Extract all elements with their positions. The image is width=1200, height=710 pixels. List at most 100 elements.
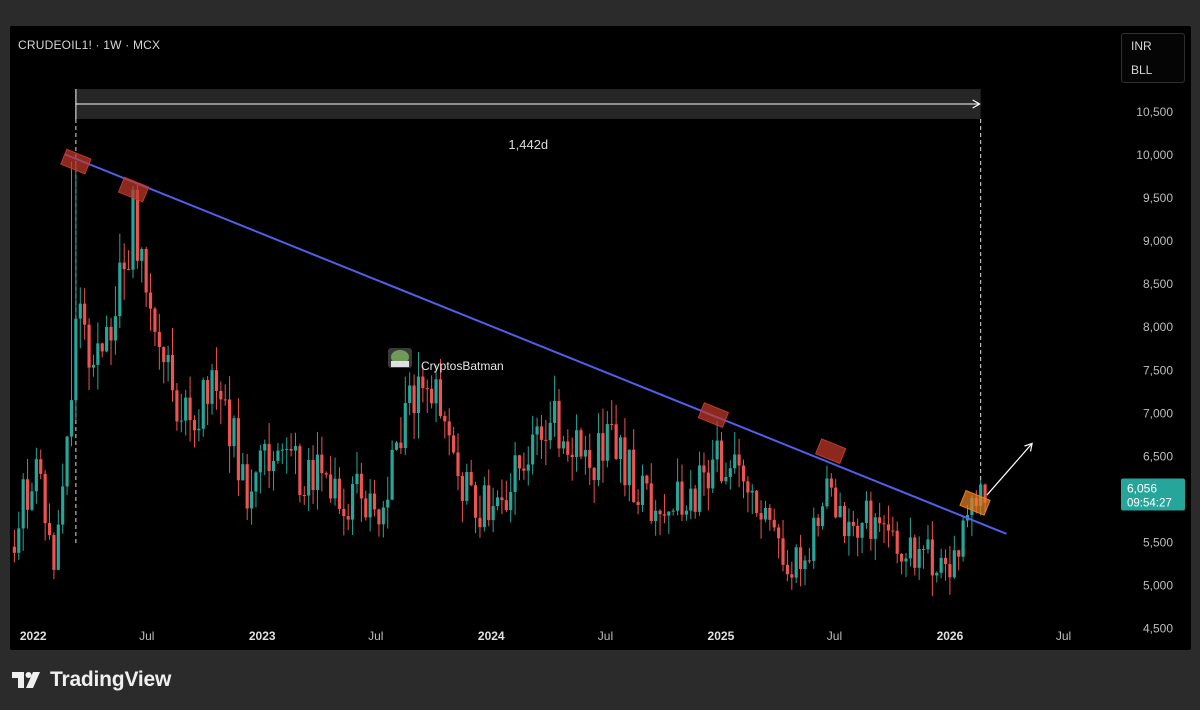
candle[interactable] bbox=[961, 516, 965, 562]
candle[interactable] bbox=[825, 465, 829, 509]
candle[interactable] bbox=[263, 439, 267, 475]
candle[interactable] bbox=[236, 398, 240, 497]
candle[interactable] bbox=[522, 452, 526, 480]
candle[interactable] bbox=[430, 375, 434, 409]
resistance-touch-marker[interactable] bbox=[815, 438, 847, 465]
candle[interactable] bbox=[56, 509, 60, 571]
candle[interactable] bbox=[596, 413, 601, 487]
candle[interactable] bbox=[52, 532, 56, 580]
candle[interactable] bbox=[891, 516, 895, 537]
candle[interactable] bbox=[904, 553, 908, 577]
candle[interactable] bbox=[434, 365, 438, 423]
candle[interactable] bbox=[737, 438, 741, 488]
candle[interactable] bbox=[640, 464, 645, 512]
candle[interactable] bbox=[390, 440, 394, 501]
candle[interactable] bbox=[346, 503, 350, 531]
candle[interactable] bbox=[285, 437, 289, 474]
candle[interactable] bbox=[829, 473, 833, 497]
candle[interactable] bbox=[87, 318, 91, 391]
candle[interactable] bbox=[460, 472, 464, 523]
candle[interactable] bbox=[298, 443, 302, 503]
candle[interactable] bbox=[39, 449, 43, 480]
candle[interactable] bbox=[548, 401, 552, 449]
candle[interactable] bbox=[746, 476, 750, 513]
candle[interactable] bbox=[869, 491, 873, 551]
candle[interactable] bbox=[768, 504, 772, 531]
candle[interactable] bbox=[364, 490, 368, 521]
candle[interactable] bbox=[47, 503, 52, 540]
candle[interactable] bbox=[21, 473, 25, 551]
candle[interactable] bbox=[386, 476, 390, 529]
candle[interactable] bbox=[219, 381, 223, 425]
candle[interactable] bbox=[504, 480, 508, 513]
breakout-arrow[interactable] bbox=[986, 442, 1033, 496]
candle[interactable] bbox=[561, 436, 565, 455]
resistance-touch-marker[interactable] bbox=[697, 402, 730, 428]
candle[interactable] bbox=[473, 481, 478, 534]
candle[interactable] bbox=[372, 480, 377, 517]
candle[interactable] bbox=[399, 417, 403, 454]
candle[interactable] bbox=[355, 451, 359, 494]
candle[interactable] bbox=[526, 446, 530, 486]
candle[interactable] bbox=[697, 451, 702, 516]
candle[interactable] bbox=[517, 454, 522, 481]
candle[interactable] bbox=[315, 431, 320, 510]
candle[interactable] bbox=[337, 467, 341, 514]
candle[interactable] bbox=[838, 492, 842, 518]
candle[interactable] bbox=[500, 479, 504, 515]
candle[interactable] bbox=[785, 550, 789, 582]
candle[interactable] bbox=[267, 423, 271, 488]
candle[interactable] bbox=[882, 515, 886, 544]
candle[interactable] bbox=[601, 408, 605, 483]
candle[interactable] bbox=[864, 491, 869, 529]
candle[interactable] bbox=[654, 500, 658, 536]
candle[interactable] bbox=[926, 525, 930, 554]
candle[interactable] bbox=[83, 288, 87, 340]
candle[interactable] bbox=[680, 464, 684, 522]
candle[interactable] bbox=[711, 439, 715, 493]
candle[interactable] bbox=[706, 460, 710, 511]
candle[interactable] bbox=[741, 459, 746, 499]
candle[interactable] bbox=[122, 243, 126, 300]
candle[interactable] bbox=[790, 561, 794, 590]
candle[interactable] bbox=[702, 452, 706, 496]
candle[interactable] bbox=[179, 393, 183, 433]
candle[interactable] bbox=[495, 490, 500, 511]
candle[interactable] bbox=[816, 514, 820, 537]
candle[interactable] bbox=[943, 549, 948, 581]
candle[interactable] bbox=[820, 502, 825, 530]
candle[interactable] bbox=[553, 375, 557, 437]
candle[interactable] bbox=[162, 346, 166, 384]
candle[interactable] bbox=[482, 476, 486, 532]
candle[interactable] bbox=[131, 186, 135, 279]
candle[interactable] bbox=[100, 342, 104, 358]
candle[interactable] bbox=[847, 508, 851, 556]
candle[interactable] bbox=[447, 408, 451, 456]
candle[interactable] bbox=[69, 161, 74, 447]
candle[interactable] bbox=[575, 414, 579, 472]
candle[interactable] bbox=[34, 447, 38, 504]
candle[interactable] bbox=[377, 508, 381, 537]
candle[interactable] bbox=[311, 445, 315, 504]
candle[interactable] bbox=[799, 534, 803, 587]
price-chart[interactable]: 1,442d CryptosBatman 4,5005,0005,5006,00… bbox=[10, 26, 1191, 650]
candle[interactable] bbox=[579, 427, 583, 460]
candle[interactable] bbox=[763, 500, 768, 523]
candle[interactable] bbox=[667, 511, 671, 534]
candle[interactable] bbox=[684, 505, 688, 521]
candle[interactable] bbox=[469, 459, 473, 487]
candle[interactable] bbox=[324, 471, 328, 479]
candle[interactable] bbox=[724, 462, 728, 485]
candle[interactable] bbox=[329, 455, 333, 503]
candle[interactable] bbox=[214, 347, 219, 410]
candle[interactable] bbox=[715, 420, 719, 473]
candle[interactable] bbox=[935, 571, 939, 583]
candle[interactable] bbox=[632, 429, 636, 504]
candle[interactable] bbox=[557, 388, 561, 458]
candle[interactable] bbox=[886, 505, 891, 548]
candle[interactable] bbox=[280, 443, 284, 464]
candle[interactable] bbox=[913, 534, 917, 576]
candle[interactable] bbox=[271, 451, 276, 491]
candle[interactable] bbox=[30, 482, 34, 512]
candle[interactable] bbox=[917, 536, 921, 580]
